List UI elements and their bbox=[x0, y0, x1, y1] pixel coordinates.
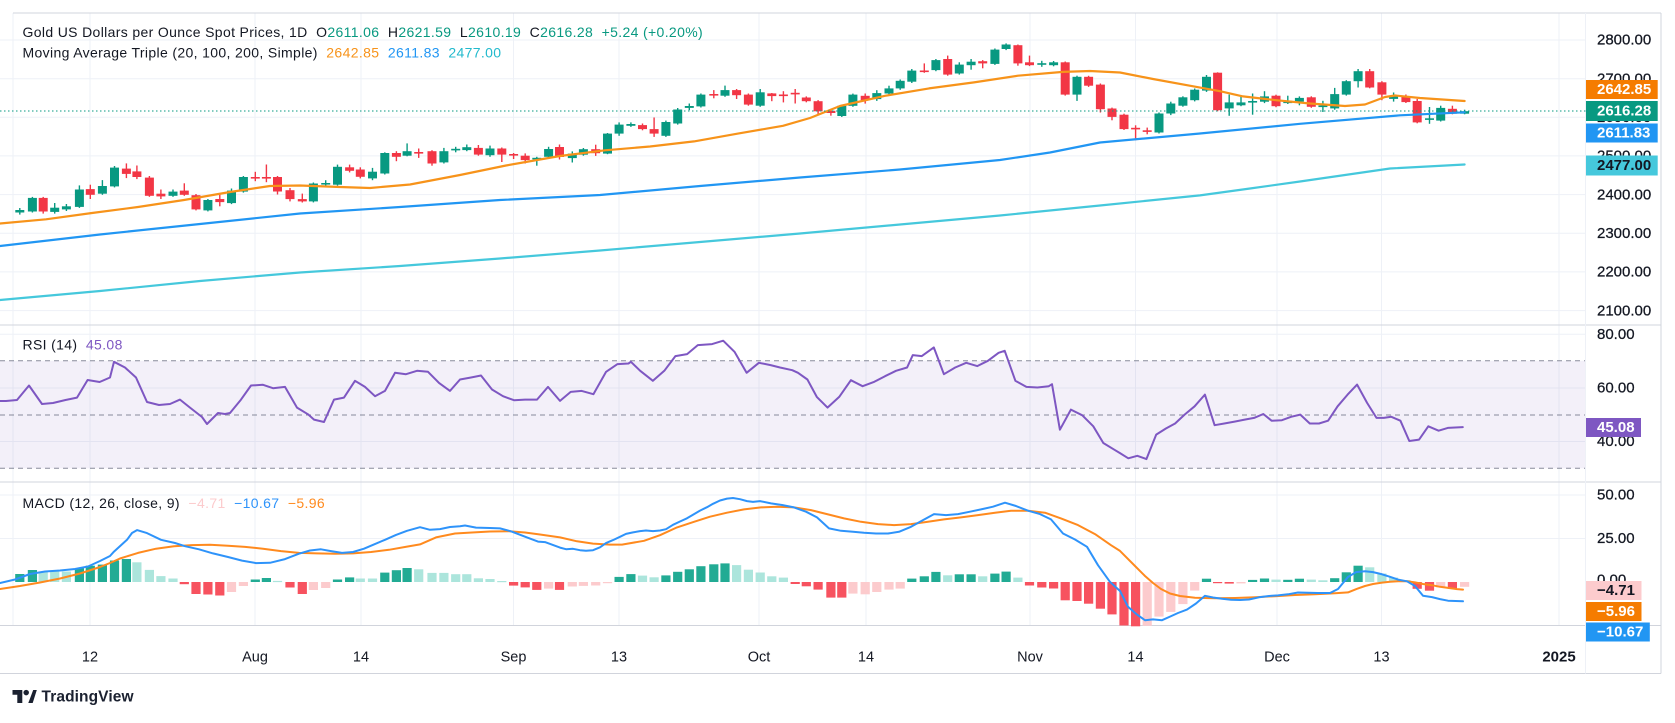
svg-text:−4.71: −4.71 bbox=[1597, 582, 1635, 599]
svg-text:2100.00: 2100.00 bbox=[1597, 302, 1651, 319]
svg-text:Nov: Nov bbox=[1017, 650, 1044, 666]
svg-text:RSI (14) 45.08: RSI (14) 45.08 bbox=[23, 337, 123, 353]
svg-text:Dec: Dec bbox=[1264, 650, 1290, 666]
svg-text:14: 14 bbox=[1127, 650, 1143, 666]
svg-text:2477.00: 2477.00 bbox=[1597, 157, 1651, 174]
svg-text:12: 12 bbox=[82, 650, 98, 666]
svg-text:Oct: Oct bbox=[748, 650, 771, 666]
svg-text:14: 14 bbox=[858, 650, 874, 666]
svg-text:14: 14 bbox=[353, 650, 369, 666]
svg-text:TradingView: TradingView bbox=[42, 689, 135, 706]
svg-text:−5.96: −5.96 bbox=[1597, 603, 1635, 620]
svg-text:2200.00: 2200.00 bbox=[1597, 264, 1651, 281]
svg-text:80.00: 80.00 bbox=[1597, 326, 1635, 343]
svg-text:2400.00: 2400.00 bbox=[1597, 186, 1651, 203]
svg-text:13: 13 bbox=[611, 650, 627, 666]
svg-text:25.00: 25.00 bbox=[1597, 530, 1635, 547]
svg-text:50.00: 50.00 bbox=[1597, 487, 1635, 504]
svg-text:MACD (12, 26, close, 9) −4.71: MACD (12, 26, close, 9) −4.71 −10.67 −5.… bbox=[23, 495, 326, 511]
svg-text:2800.00: 2800.00 bbox=[1597, 32, 1651, 49]
svg-text:2616.28: 2616.28 bbox=[1597, 103, 1651, 120]
svg-text:Gold US Dollars per Ounce Spot: Gold US Dollars per Ounce Spot Prices, 1… bbox=[23, 24, 704, 40]
svg-text:2300.00: 2300.00 bbox=[1597, 225, 1651, 242]
svg-text:40.00: 40.00 bbox=[1597, 433, 1635, 450]
svg-text:Sep: Sep bbox=[501, 650, 527, 666]
svg-text:Moving Average Triple (20, 100: Moving Average Triple (20, 100, 200, Sim… bbox=[23, 45, 502, 61]
svg-text:2611.83: 2611.83 bbox=[1597, 125, 1650, 142]
svg-text:60.00: 60.00 bbox=[1597, 380, 1635, 397]
svg-text:2642.85: 2642.85 bbox=[1597, 81, 1651, 98]
svg-text:13: 13 bbox=[1373, 650, 1389, 666]
svg-text:Aug: Aug bbox=[242, 650, 268, 666]
svg-text:45.08: 45.08 bbox=[1597, 419, 1635, 436]
svg-text:−10.67: −10.67 bbox=[1597, 624, 1643, 641]
svg-text:2025: 2025 bbox=[1542, 649, 1575, 666]
